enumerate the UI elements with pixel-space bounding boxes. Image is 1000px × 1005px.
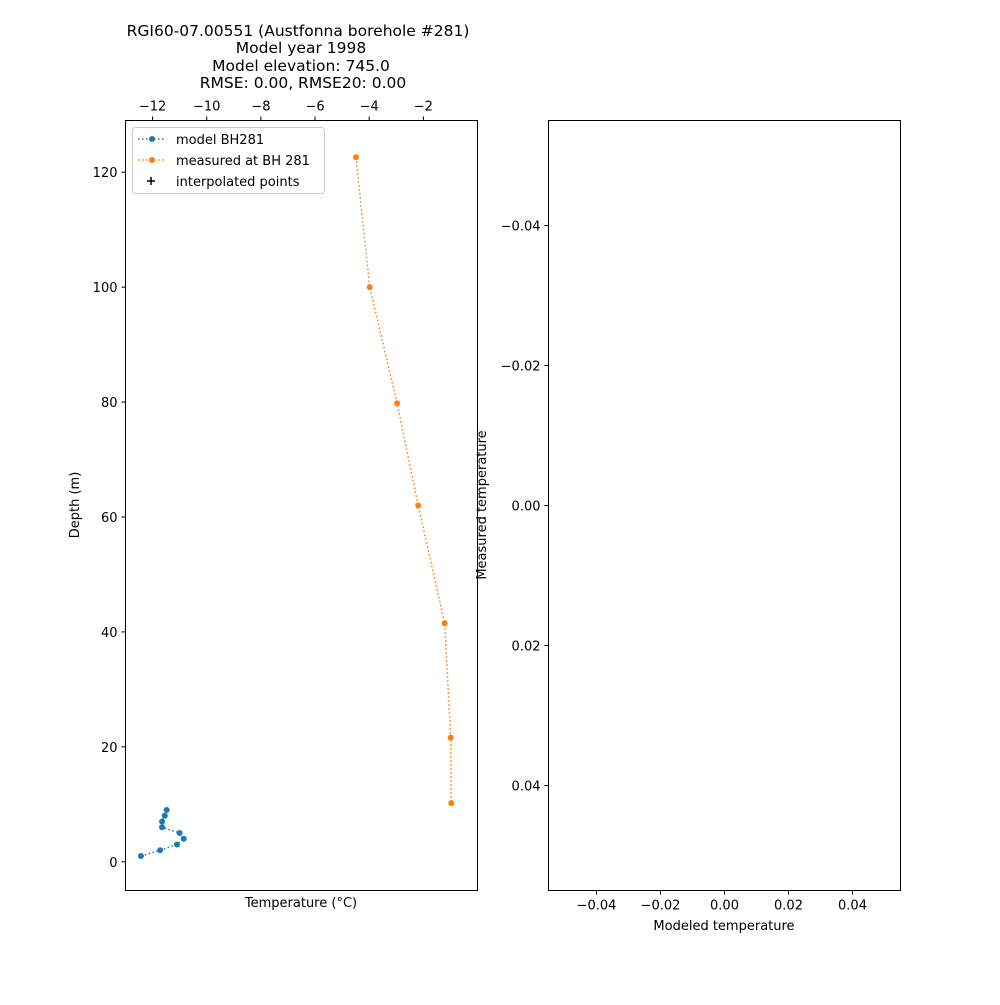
title-line: RGI60-07.00551 (Austfonna borehole #281) [127,22,470,40]
data-point [174,842,180,848]
x-tick-label: −6 [305,100,324,115]
x-tick-label: −0.02 [641,899,681,914]
title-line: RMSE: 0.00, RMSE20: 0.00 [200,74,406,92]
data-point [448,800,454,806]
x-tick-label: −0.04 [577,899,617,914]
y-tick-label: 0.02 [512,640,541,655]
data-point [164,807,170,813]
legend-label-interpolated: interpolated points [176,175,300,190]
y-tick-label: 0.04 [512,780,541,795]
data-point [138,853,144,859]
y-tick-label: 80 [101,396,118,411]
y-tick-label: 60 [101,511,118,526]
data-point [442,620,448,626]
x-tick-label: −2 [414,100,433,115]
x-axis-label: Temperature (°C) [244,896,357,911]
legend-marker-model [149,136,155,142]
data-point [159,819,165,825]
data-point [159,824,165,830]
x-tick-label: 0.04 [838,899,867,914]
y-tick-label: 100 [93,281,118,296]
x-tick-label: −8 [251,100,270,115]
data-point [162,813,168,819]
y-tick-label: 20 [101,741,118,756]
legend-label-model: model BH281 [176,133,264,148]
x-tick-label: −10 [193,100,220,115]
x-axis-label: Modeled temperature [653,919,794,934]
data-point [157,847,163,853]
data-point [353,154,359,160]
title-line: Model elevation: 745.0 [212,57,390,75]
y-tick-label: 120 [93,166,118,181]
y-axis-label: Depth (m) [68,472,83,539]
data-point [367,284,373,290]
x-tick-label: 0.02 [774,899,803,914]
x-tick-label: −4 [360,100,379,115]
data-point [177,830,183,836]
y-tick-label: 0 [109,856,117,871]
legend-label-measured: measured at BH 281 [176,154,310,169]
y-tick-label: 0.00 [512,500,541,515]
y-tick-label: 40 [101,626,118,641]
data-point [415,503,421,509]
x-tick-label: 0.00 [710,899,739,914]
x-tick-label: −12 [139,100,166,115]
legend: model BH281 measured at BH 281 interpola… [133,128,325,194]
y-tick-label: −0.04 [501,220,541,235]
data-point [181,836,187,842]
y-axis-label: Measured temperature [475,430,490,579]
data-point [394,400,400,406]
title-line: Model year 1998 [236,39,366,57]
legend-marker-measured [149,157,155,163]
data-point [448,735,454,741]
y-tick-label: −0.02 [501,360,541,375]
